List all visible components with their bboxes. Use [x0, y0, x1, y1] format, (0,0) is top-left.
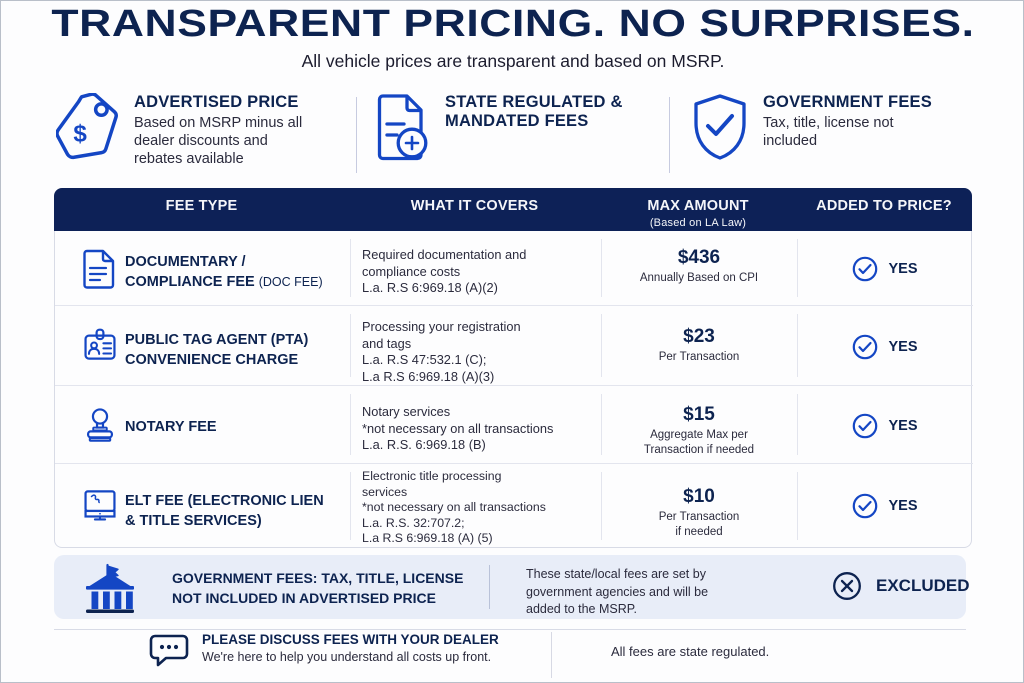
svg-text:$: $ — [73, 120, 87, 147]
